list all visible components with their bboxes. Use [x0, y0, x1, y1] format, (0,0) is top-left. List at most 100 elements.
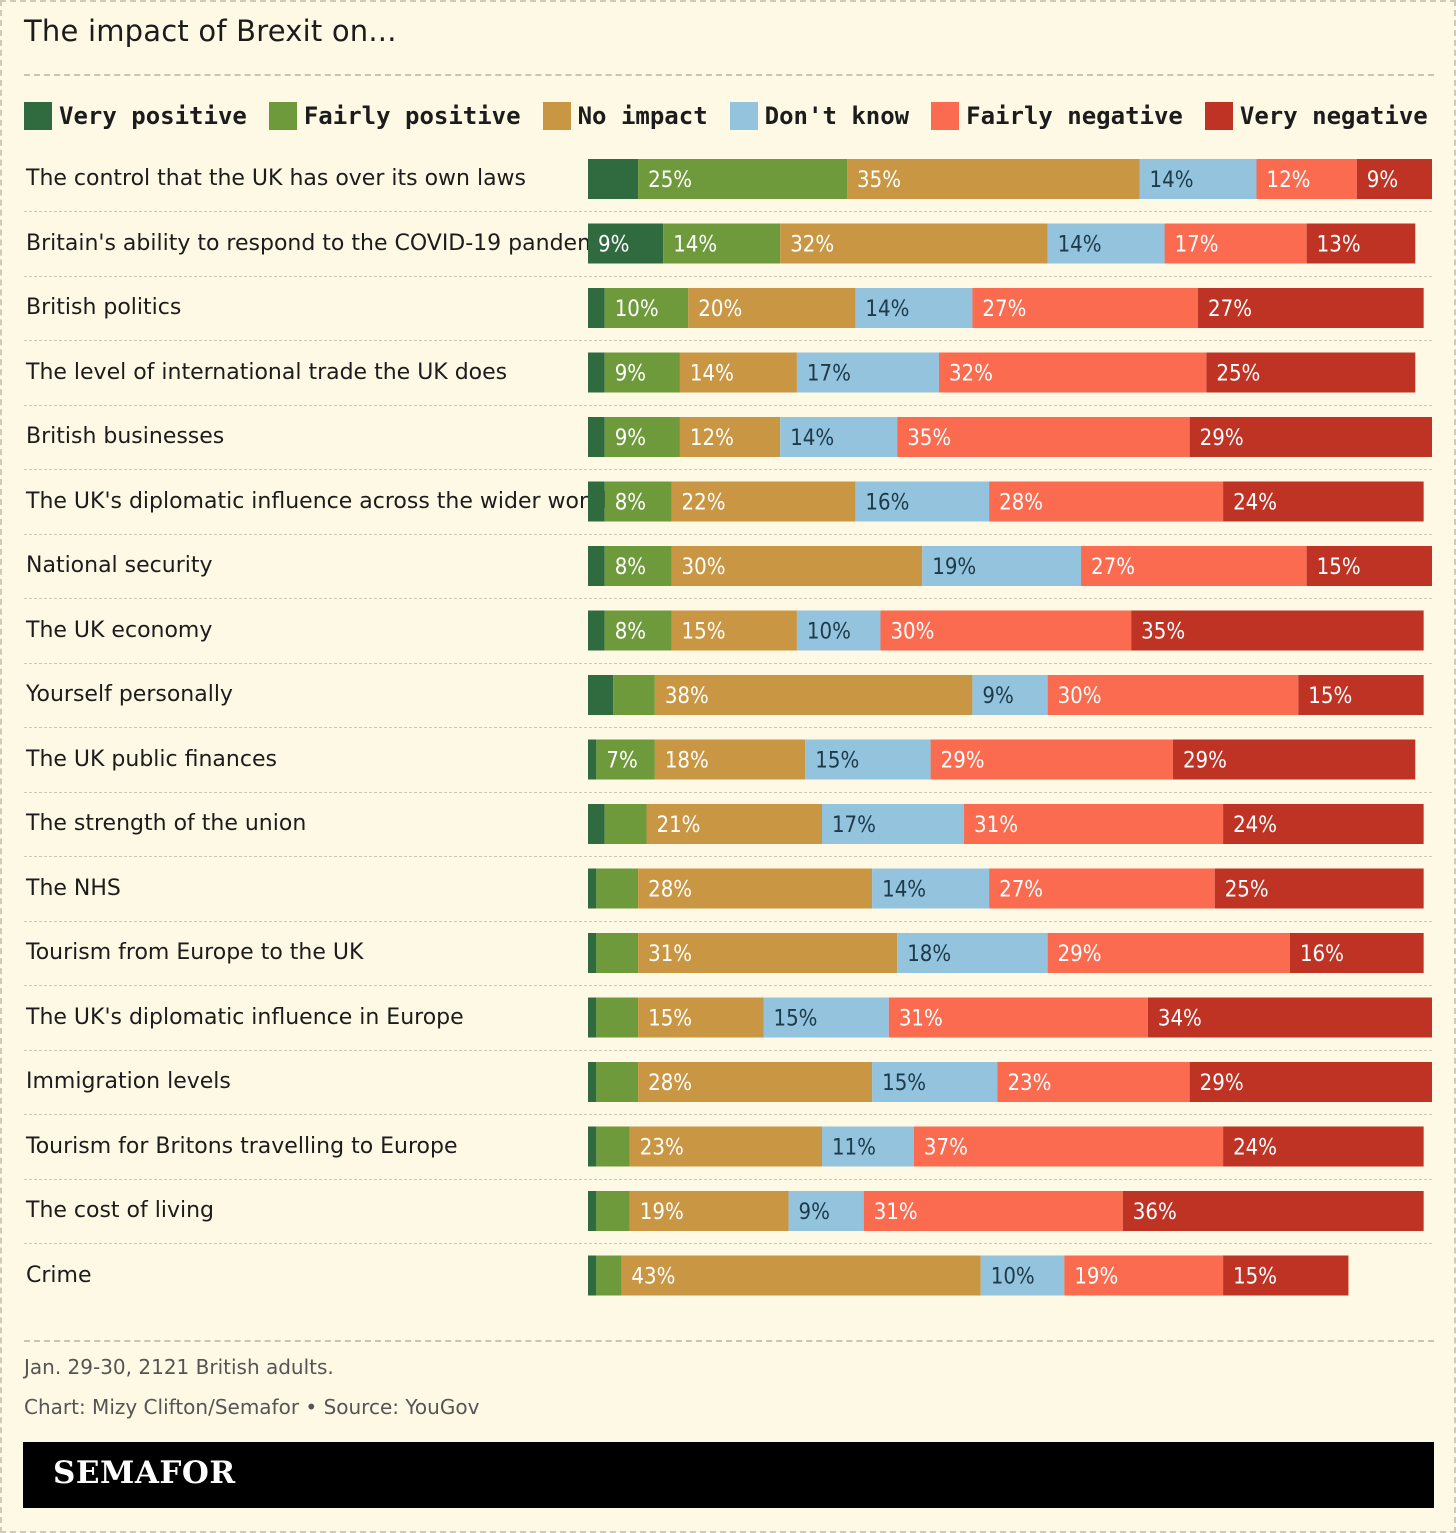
bar-segment-very-positive — [588, 288, 605, 328]
row-divider — [24, 211, 1432, 212]
bar-segment-don-t-know — [872, 868, 990, 909]
data-label: 9% — [799, 1200, 830, 1225]
data-label: 15% — [882, 1071, 926, 1096]
data-label: 9% — [982, 684, 1013, 709]
data-label: 9% — [598, 233, 629, 258]
data-label: 23% — [640, 1136, 684, 1161]
row-divider — [24, 340, 1432, 341]
brand-bar: SEMAFOR — [23, 1442, 1434, 1508]
bar-chart: 25% 35% 14% 12% 9% 9% 14% 32% 14% 17% 13% 10% 20% 14%… — [588, 159, 1432, 1296]
bar-segment-very-positive — [588, 1062, 597, 1102]
category-label: The UK's diplomatic influence in Europe — [26, 1004, 464, 1030]
data-label: 25% — [648, 168, 692, 193]
bar-segment-very-positive — [588, 933, 597, 973]
chart-title: The impact of Brexit on... — [24, 14, 397, 48]
legend-item-no-impact: No impact — [542, 102, 708, 130]
data-label: 21% — [657, 813, 701, 838]
data-label: 18% — [907, 942, 951, 967]
bar-segment-very-positive — [588, 1255, 597, 1296]
legend-item-dont-know: Don't know — [729, 102, 910, 130]
row-divider — [24, 1178, 1432, 1180]
category-label: British politics — [26, 295, 182, 320]
data-label: 17% — [1175, 233, 1219, 258]
data-label: 23% — [1007, 1071, 1051, 1096]
bar-segment-no-impact — [679, 417, 781, 457]
bar-segment-very-positive — [588, 675, 614, 715]
legend-label: Very negative — [1239, 102, 1428, 130]
bar-segment-don-t-know — [1047, 223, 1165, 264]
data-label: 28% — [999, 491, 1043, 516]
bar-segment-very-positive — [588, 159, 639, 199]
bar-segment-very-positive — [588, 610, 605, 651]
data-label: 24% — [1233, 1136, 1277, 1161]
category-label: The cost of living — [26, 1198, 215, 1223]
bar-segment-no-impact — [629, 1126, 822, 1167]
bar-segment-very-negative — [1206, 352, 1416, 393]
data-label: 14% — [882, 878, 926, 903]
data-label: 16% — [1300, 942, 1344, 967]
brand-logo: SEMAFOR — [53, 1455, 236, 1491]
bar-segment-very-positive — [588, 804, 605, 844]
bar-segment-very-positive — [588, 352, 605, 393]
bar-segment-fairly-negative — [938, 352, 1207, 393]
row-divider — [24, 469, 1432, 470]
bar-segment-no-impact — [629, 1191, 789, 1231]
data-label: 15% — [682, 620, 726, 645]
bar-segment-very-positive — [588, 739, 597, 780]
category-label: Tourism from Europe to the UK — [26, 940, 364, 965]
data-label: 31% — [648, 942, 692, 967]
bar-segment-fairly-positive — [663, 223, 781, 264]
legend-label: Fairly positive — [303, 102, 521, 130]
bar-segment-very-negative — [1147, 997, 1432, 1038]
bar-segment-very-positive — [588, 417, 605, 457]
data-label: 15% — [1233, 1265, 1277, 1290]
legend-item-fairly-positive: Fairly positive — [268, 102, 521, 130]
row-divider — [24, 920, 1432, 922]
data-label: 11% — [832, 1136, 876, 1161]
bar-segment-fairly-negative — [997, 1062, 1190, 1102]
bar-segment-fairly-negative — [930, 739, 1173, 780]
category-label: The control that the UK has over its own… — [26, 166, 527, 191]
legend-swatch — [268, 102, 297, 130]
bar-segment-fairly-negative — [1047, 933, 1290, 973]
bar-segment-very-negative — [1306, 546, 1432, 586]
data-label: 15% — [1308, 684, 1352, 709]
bar-segment-fairly-negative — [888, 997, 1148, 1038]
bar-segment-fairly-positive — [613, 675, 655, 715]
bar-segment-don-t-know — [763, 997, 889, 1038]
data-label: 25% — [1216, 362, 1260, 387]
bar-segment-fairly-positive — [596, 1126, 630, 1167]
data-label: 32% — [790, 233, 834, 258]
legend-label: Fairly negative — [966, 102, 1183, 130]
bar-segment-fairly-positive — [596, 1062, 639, 1102]
legend-label: Don't know — [764, 102, 910, 130]
bar-segment-don-t-know — [922, 546, 1082, 586]
data-label: 10% — [807, 620, 851, 645]
data-label: 10% — [991, 1265, 1035, 1290]
bar-segment-don-t-know — [796, 352, 939, 393]
data-label: 14% — [790, 426, 834, 451]
bar-segment-very-negative — [1223, 1126, 1424, 1167]
bar-segment-fairly-negative — [913, 1126, 1224, 1167]
bar-segment-don-t-know — [788, 1191, 864, 1231]
data-label: 15% — [648, 1007, 692, 1032]
bar-segment-no-impact — [638, 997, 764, 1038]
category-label: National security — [26, 553, 213, 578]
legend-swatch — [1204, 102, 1233, 130]
legend-swatch — [24, 102, 52, 130]
bar-segment-no-impact — [638, 1062, 873, 1102]
bar-segment-no-impact — [671, 610, 797, 651]
category-label: The UK's diplomatic influence across the… — [26, 488, 609, 514]
data-label: 9% — [1367, 168, 1398, 193]
bar-segment-don-t-know — [821, 1126, 914, 1167]
bar-segment-don-t-know — [821, 804, 965, 844]
bar-segment-fairly-negative — [1081, 546, 1307, 586]
bar-segment-no-impact — [638, 933, 898, 973]
data-label: 15% — [815, 749, 859, 774]
bar-segment-very-negative — [1122, 1191, 1424, 1231]
data-label: 30% — [890, 620, 934, 645]
row-divider — [24, 1049, 1432, 1051]
bar-segment-very-negative — [1289, 933, 1424, 973]
bar-segment-don-t-know — [855, 481, 990, 522]
bar-segment-no-impact — [780, 223, 1048, 264]
